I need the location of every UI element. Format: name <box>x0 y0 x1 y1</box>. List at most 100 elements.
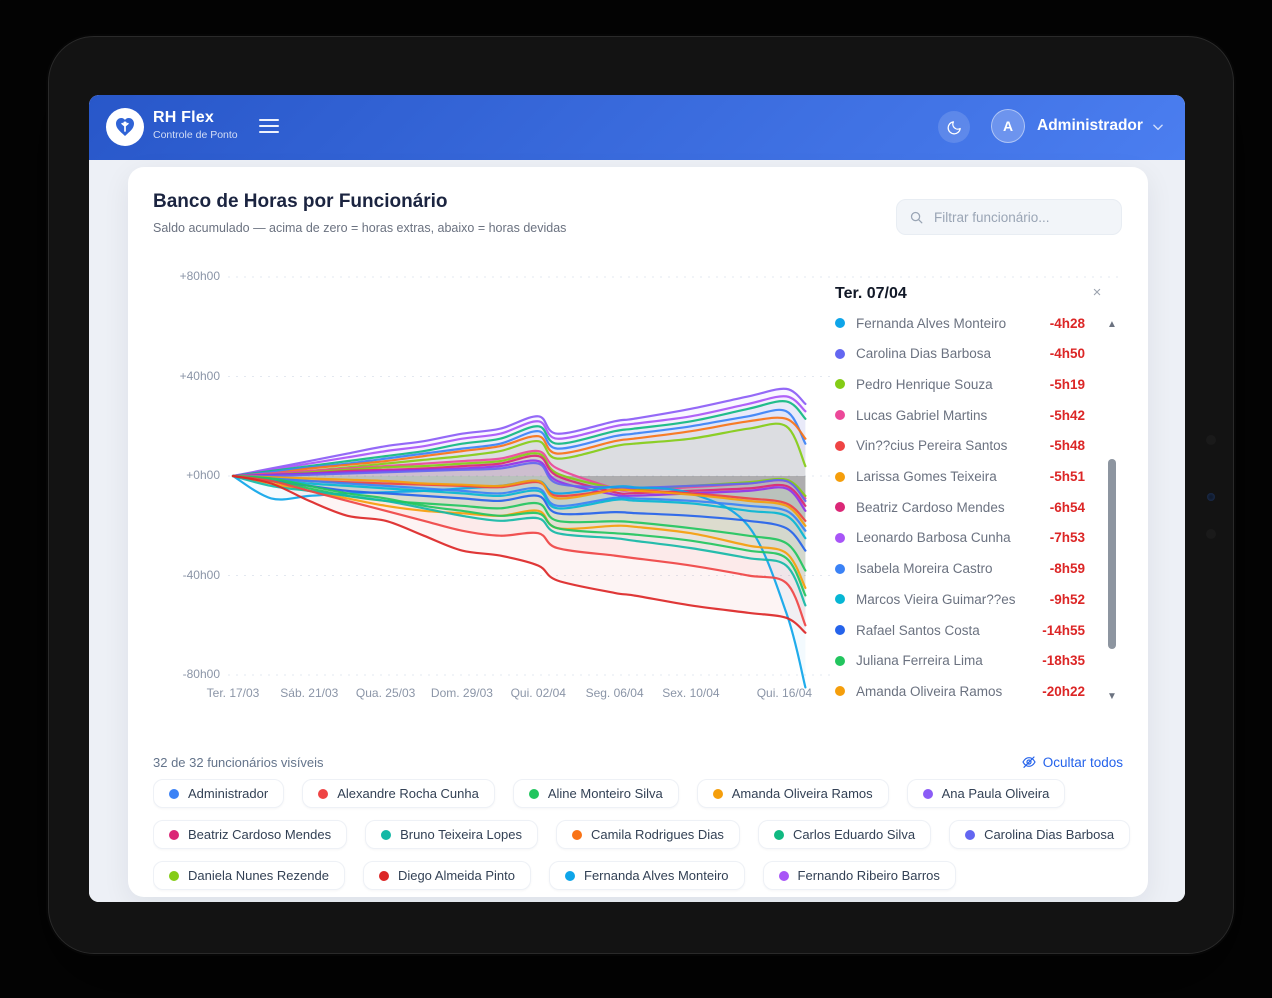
x-tick-label: Qui. 16/04 <box>756 686 813 700</box>
x-tick-label: Qui. 02/04 <box>510 686 566 700</box>
legend-color-dot <box>922 788 933 799</box>
legend-label: Daniela Nunes Rezende <box>188 868 329 883</box>
legend-label: Administrador <box>188 786 269 801</box>
hours-balance-value: -8h59 <box>1049 561 1085 577</box>
series-area <box>233 476 806 688</box>
legend-chip[interactable]: Camila Rodrigues Dias <box>555 820 740 849</box>
series-line-aline-monteiro-silva[interactable] <box>231 474 807 597</box>
series-line-isabela-moreira-castro[interactable] <box>231 474 807 532</box>
y-tick-label: -80h00 <box>182 667 220 681</box>
legend-label: Carlos Eduardo Silva <box>792 827 916 842</box>
series-area <box>233 463 806 501</box>
legend-chip[interactable]: Beatriz Cardoso Mendes <box>153 820 348 849</box>
tooltip-row[interactable]: Amanda Oliveira Ramos -20h22 <box>835 680 1085 702</box>
series-line-bruno-teixeira-lopes[interactable] <box>231 474 807 607</box>
tooltip-row[interactable]: Pedro Henrique Souza -5h19 <box>835 373 1085 395</box>
bezel-dot <box>1206 435 1216 445</box>
legend-color-dot <box>778 870 789 881</box>
hide-all-button[interactable]: Ocultar todos <box>1021 754 1123 770</box>
legend-chip[interactable]: Fernando Ribeiro Barros <box>762 861 956 890</box>
x-tick-label: Sáb. 21/03 <box>280 686 339 700</box>
series-line-diego-almeida-pinto[interactable] <box>231 474 807 634</box>
tooltip-scrollbar[interactable] <box>1108 459 1116 649</box>
series-line-fernando-ribeiro-barros[interactable] <box>231 395 807 478</box>
series-line-carolina-dias-barbosa[interactable] <box>231 461 807 502</box>
series-line-rafael-santos-costa[interactable] <box>231 474 807 552</box>
series-area <box>233 409 806 476</box>
legend-color-dot <box>528 788 539 799</box>
series-color-dot <box>835 440 845 451</box>
legend-chip[interactable]: Ana Paula Oliveira <box>906 779 1066 808</box>
search-input[interactable] <box>932 208 1102 226</box>
dark-mode-toggle[interactable] <box>938 111 970 143</box>
y-tick-label: +40h00 <box>179 368 220 383</box>
legend-chip[interactable]: Amanda Oliveira Ramos <box>696 779 889 808</box>
tooltip-row[interactable]: Leonardo Barbosa Cunha -7h53 <box>835 527 1085 549</box>
menu-icon[interactable] <box>259 119 279 135</box>
series-line-leonardo-barbosa-cunha[interactable] <box>231 459 807 512</box>
hours-balance-value: -20h22 <box>1042 683 1085 699</box>
brand-block: RH Flex Controle de Ponto <box>153 109 238 141</box>
legend-label: Beatriz Cardoso Mendes <box>188 827 332 842</box>
tooltip-row[interactable]: Rafael Santos Costa -14h55 <box>835 619 1085 641</box>
legend-chip[interactable]: Daniela Nunes Rezende <box>153 861 345 890</box>
series-line-larissa-gomes-teixeira[interactable] <box>231 474 807 527</box>
legend-chip[interactable]: Administrador <box>153 779 285 808</box>
chart-area: +80h00 +40h00 +0h00 -40h00 -80h00 Ter. 17/03… <box>128 167 1148 727</box>
scroll-down-icon[interactable]: ▼ <box>1107 691 1117 702</box>
series-line-marcos-vieira-guimar-es[interactable] <box>231 474 807 540</box>
user-avatar[interactable]: A <box>991 109 1025 143</box>
series-line-alexandre-rocha-cunha[interactable] <box>231 474 807 627</box>
tooltip-row[interactable]: Marcos Vieira Guimar??es -9h52 <box>835 588 1085 610</box>
series-color-dot <box>835 348 845 359</box>
legend-color-dot <box>381 829 392 840</box>
series-color-dot <box>835 563 845 574</box>
series-line-administrador[interactable] <box>231 408 807 478</box>
x-tick-label: Seg. 06/04 <box>585 686 644 700</box>
series-line-amanda-oliveira-ramos[interactable] <box>231 474 807 589</box>
legend-label: Amanda Oliveira Ramos <box>731 786 873 801</box>
tooltip-row[interactable]: Vin??cius Pereira Santos -5h48 <box>835 435 1085 457</box>
brand-subtitle: Controle de Ponto <box>153 129 238 141</box>
brand-title: RH Flex <box>153 109 214 126</box>
legend-chip[interactable]: Carolina Dias Barbosa <box>949 820 1131 849</box>
legend-chip[interactable]: Fernanda Alves Monteiro <box>549 861 745 890</box>
series-area <box>233 401 806 476</box>
user-name[interactable]: Administrador <box>1037 117 1143 134</box>
tooltip-row[interactable]: Beatriz Cardoso Mendes -6h54 <box>835 496 1085 518</box>
legend-color-dot <box>965 829 976 840</box>
tooltip-row[interactable]: Larissa Gomes Teixeira -5h51 <box>835 466 1085 488</box>
employee-legend: Administrador Alexandre Rocha Cunha Aline … <box>153 779 1143 894</box>
close-icon[interactable]: × <box>1092 284 1102 301</box>
app-screen: RH Flex Controle de Ponto A Administrado… <box>89 95 1185 902</box>
legend-label: Carolina Dias Barbosa <box>984 827 1115 842</box>
legend-chip[interactable]: Aline Monteiro Silva <box>512 779 679 808</box>
employee-name: Juliana Ferreira Lima <box>856 653 983 669</box>
legend-chip[interactable]: Carlos Eduardo Silva <box>757 820 932 849</box>
legend-chip[interactable]: Bruno Teixeira Lopes <box>365 820 538 849</box>
legend-label: Fernando Ribeiro Barros <box>797 868 940 883</box>
hours-balance-value: -6h54 <box>1049 499 1085 515</box>
scroll-up-icon[interactable]: ▲ <box>1107 319 1117 330</box>
series-line-carlos-eduardo-silva[interactable] <box>231 399 807 478</box>
tooltip-row[interactable]: Fernanda Alves Monteiro -4h28 <box>835 312 1085 334</box>
search-icon <box>910 211 923 223</box>
employee-name: Beatriz Cardoso Mendes <box>856 499 1005 515</box>
employee-name: Carolina Dias Barbosa <box>856 346 992 362</box>
legend-color-dot <box>169 870 179 881</box>
series-line-ana-paula-oliveira[interactable] <box>231 387 807 478</box>
hours-balance-value: -18h35 <box>1042 653 1085 669</box>
tooltip-row[interactable]: Isabela Moreira Castro -8h59 <box>835 558 1085 580</box>
legend-chip[interactable]: Alexandre Rocha Cunha <box>302 779 495 808</box>
tooltip-row[interactable]: Carolina Dias Barbosa -4h50 <box>835 343 1085 365</box>
filter-search-box[interactable] <box>896 199 1122 235</box>
chevron-down-icon[interactable] <box>1151 120 1165 139</box>
series-line-camila-rodrigues-dias[interactable] <box>231 416 807 478</box>
legend-chip[interactable]: Diego Almeida Pinto <box>362 861 532 890</box>
tooltip-row[interactable]: Lucas Gabriel Martins -5h42 <box>835 404 1085 426</box>
tooltip-date: Ter. 07/04 <box>835 285 907 302</box>
employee-name: Marcos Vieira Guimar??es <box>856 591 1016 607</box>
employee-name: Amanda Oliveira Ramos <box>856 683 1003 699</box>
tooltip-row[interactable]: Juliana Ferreira Lima -18h35 <box>835 650 1085 672</box>
